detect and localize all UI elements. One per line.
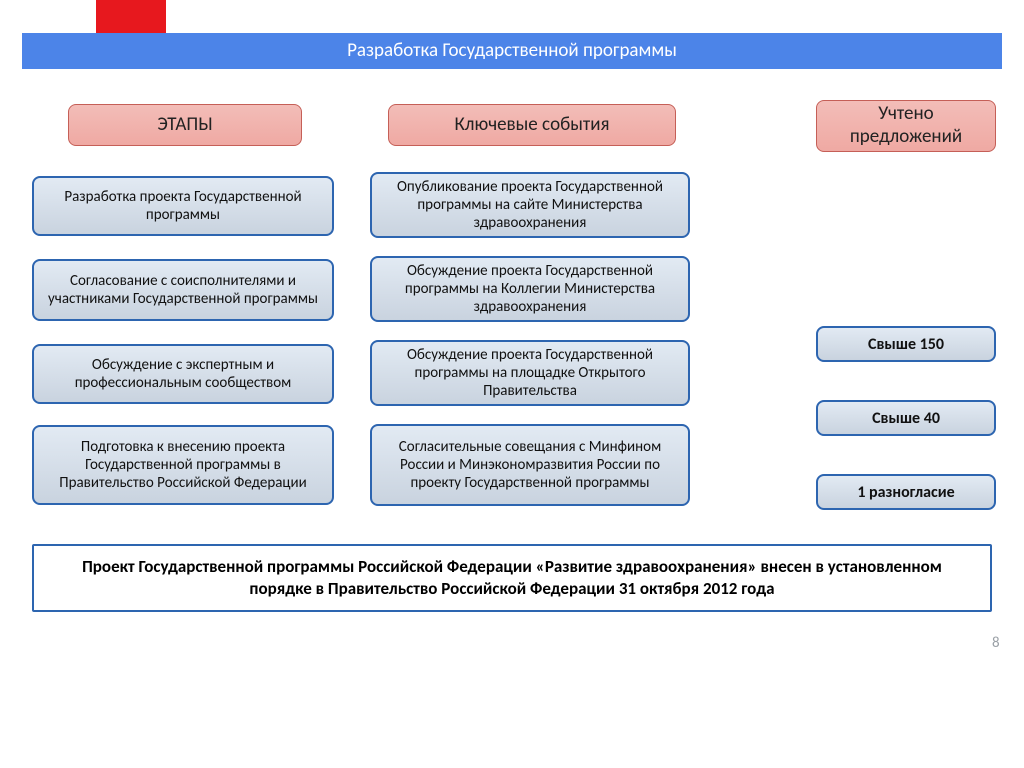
event-box-1-label: Опубликование проекта Государственной пр… (380, 178, 680, 232)
count-box-2: Свыше 40 (816, 400, 996, 436)
stage-box-1-label: Разработка проекта Государственной прогр… (42, 188, 324, 224)
stage-box-3: Обсуждение с экспертным и профессиональн… (32, 344, 334, 404)
count-box-1-label: Свыше 150 (868, 335, 944, 354)
event-box-1: Опубликование проекта Государственной пр… (370, 172, 690, 238)
header-proposals-label: Учтено предложений (850, 103, 962, 149)
event-box-4: Согласительные совещания с Минфином Росс… (370, 424, 690, 506)
stage-box-2-label: Согласование с соисполнителями и участни… (42, 272, 324, 308)
header-proposals: Учтено предложений (816, 100, 996, 152)
stage-box-4-label: Подготовка к внесению проекта Государств… (42, 438, 324, 492)
event-box-2: Обсуждение проекта Государственной прогр… (370, 256, 690, 322)
header-stages-label: ЭТАПЫ (157, 114, 212, 137)
page-number: 8 (992, 634, 1000, 652)
header-events-label: Ключевые события (454, 114, 609, 137)
stage-box-1: Разработка проекта Государственной прогр… (32, 176, 334, 236)
event-box-3-label: Обсуждение проекта Государственной прогр… (380, 346, 680, 400)
stage-box-4: Подготовка к внесению проекта Государств… (32, 425, 334, 505)
count-box-1: Свыше 150 (816, 326, 996, 362)
stage-box-3-label: Обсуждение с экспертным и профессиональн… (42, 356, 324, 392)
count-box-3: 1 разногласие (816, 474, 996, 510)
event-box-2-label: Обсуждение проекта Государственной прогр… (380, 262, 680, 316)
event-box-3: Обсуждение проекта Государственной прогр… (370, 340, 690, 406)
flag-red-tab (96, 0, 166, 36)
footer-statement-text: Проект Государственной программы Российс… (54, 556, 970, 600)
event-box-4-label: Согласительные совещания с Минфином Росс… (380, 438, 680, 492)
count-box-3-label: 1 разногласие (857, 483, 954, 502)
header-stages: ЭТАПЫ (68, 104, 302, 146)
slide-title: Разработка Государственной программы (22, 33, 1002, 69)
stage-box-2: Согласование с соисполнителями и участни… (32, 259, 334, 321)
header-events: Ключевые события (388, 104, 676, 146)
count-box-2-label: Свыше 40 (872, 409, 940, 428)
page-number-value: 8 (992, 634, 1000, 652)
slide-title-text: Разработка Государственной программы (347, 39, 677, 62)
footer-statement: Проект Государственной программы Российс… (32, 544, 992, 612)
